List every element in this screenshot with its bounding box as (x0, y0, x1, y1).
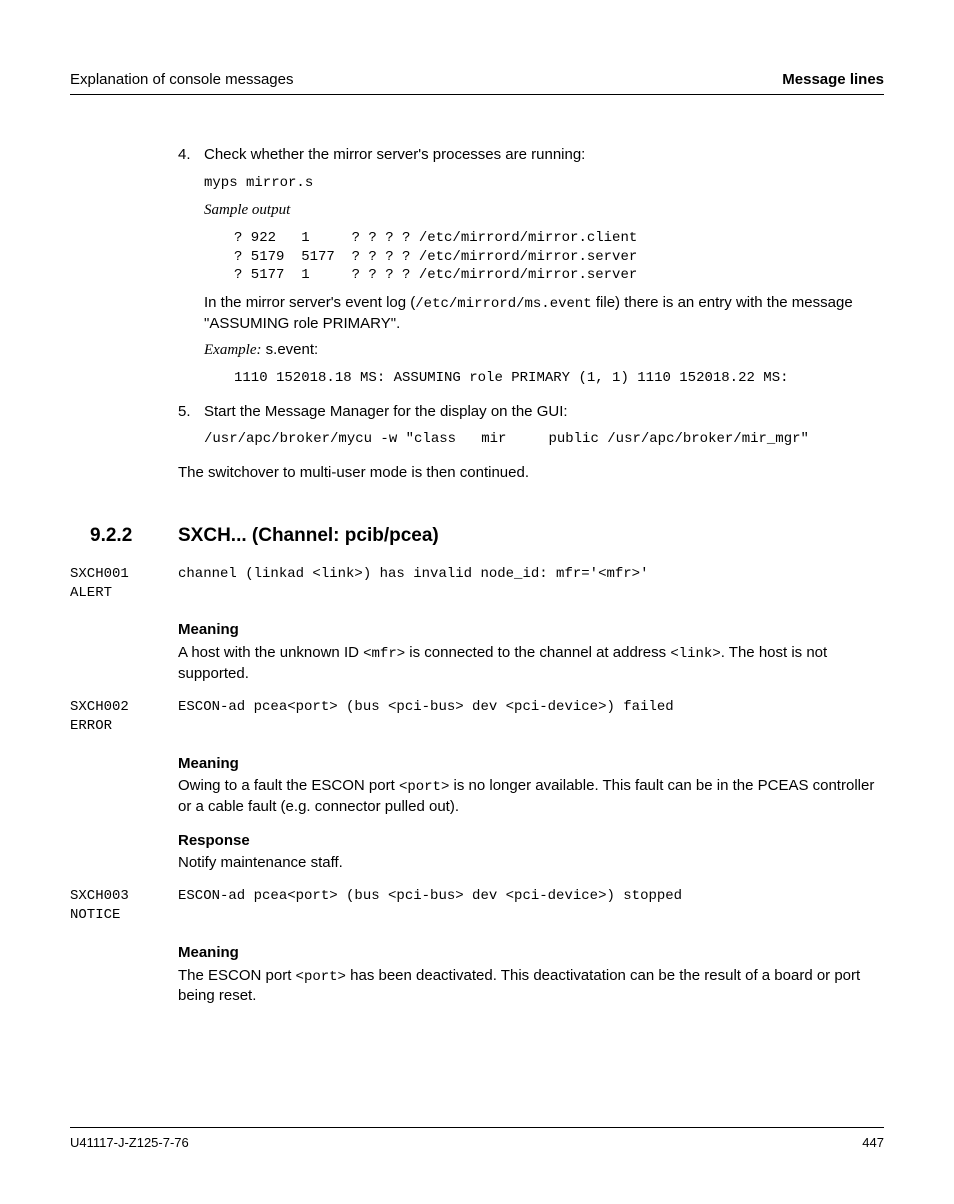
step-4-num: 4. (178, 145, 204, 395)
footer-left: U41117-J-Z125-7-76 (70, 1134, 189, 1152)
step-4-body: Check whether the mirror server's proces… (204, 145, 884, 395)
step-4-cmd: myps mirror.s (204, 174, 884, 193)
sxch001-meaning-text: A host with the unknown ID <mfr> is conn… (178, 643, 884, 684)
sxch001-code: SXCH001 (70, 565, 178, 584)
sxch002-meaning-text: Owing to a fault the ESCON port <port> i… (178, 776, 884, 817)
sxch002-meaning: Meaning Owing to a fault the ESCON port … (178, 754, 884, 874)
step-4: 4. Check whether the mirror server's pro… (178, 145, 884, 395)
eventlog-pre: In the mirror server's event log ( (204, 294, 415, 311)
header-right: Message lines (782, 70, 884, 90)
example-output: 1110 152018.18 MS: ASSUMING role PRIMARY… (234, 369, 884, 388)
sxch003-meaning: Meaning The ESCON port <port> has been d… (178, 943, 884, 1006)
eventlog-path: /etc/mirrord/ms.event (415, 296, 591, 312)
sxch003-m-pre: The ESCON port (178, 967, 296, 984)
sxch001-m-mid: is connected to the channel at address (405, 644, 670, 661)
sxch002-msg: ESCON-ad pcea<port> (bus <pci-bus> dev <… (178, 698, 884, 736)
sxch003-meaning-title: Meaning (178, 943, 884, 963)
step-5: 5. Start the Message Manager for the dis… (178, 402, 884, 457)
sxch003-code: SXCH003 (70, 887, 178, 906)
sample-output: ? 922 1 ? ? ? ? /etc/mirrord/mirror.clie… (234, 229, 884, 286)
sxch002-code: SXCH002 (70, 698, 178, 717)
footer-right: 447 (862, 1134, 884, 1152)
sxch002-m-port: <port> (399, 779, 449, 795)
sxch001-m-pre: A host with the unknown ID (178, 644, 363, 661)
sxch003-msg: ESCON-ad pcea<port> (bus <pci-bus> dev <… (178, 887, 884, 925)
sample-output-label: Sample output (204, 200, 884, 220)
sxch002-left: SXCH002 ERROR (70, 698, 178, 736)
page-header: Explanation of console messages Message … (70, 70, 884, 95)
sxch001-left: SXCH001 ALERT (70, 565, 178, 603)
section-num: 9.2.2 (70, 523, 178, 549)
sxch001-level: ALERT (70, 584, 178, 603)
sxch002-meaning-title: Meaning (178, 754, 884, 774)
sxch003-left: SXCH003 NOTICE (70, 887, 178, 925)
step-5-num: 5. (178, 402, 204, 457)
sxch001-m-link: <link> (670, 646, 720, 662)
sxch003-meaning-text: The ESCON port <port> has been deactivat… (178, 966, 884, 1007)
example-suffix: s.event: (261, 341, 318, 358)
sxch002-row: SXCH002 ERROR ESCON-ad pcea<port> (bus <… (70, 698, 884, 736)
section-title: SXCH... (Channel: pcib/pcea) (178, 523, 439, 549)
eventlog-para: In the mirror server's event log (/etc/m… (204, 293, 884, 334)
sxch002-response-text: Notify maintenance staff. (178, 853, 884, 873)
step-5-body: Start the Message Manager for the displa… (204, 402, 884, 457)
page-footer: U41117-J-Z125-7-76 447 (70, 1127, 884, 1152)
step-5-text: Start the Message Manager for the displa… (204, 402, 884, 422)
step-4-text: Check whether the mirror server's proces… (204, 145, 884, 165)
section-heading: 9.2.2 SXCH... (Channel: pcib/pcea) (70, 523, 884, 549)
sxch002-response-title: Response (178, 831, 884, 851)
sxch001-msg: channel (linkad <link>) has invalid node… (178, 565, 884, 603)
example-label: Example: (204, 342, 261, 358)
main-content: 4. Check whether the mirror server's pro… (178, 145, 884, 456)
step-5-cmd: /usr/apc/broker/mycu -w "class mir publi… (204, 430, 884, 449)
switchover-para: The switchover to multi-user mode is the… (178, 463, 884, 483)
sxch001-row: SXCH001 ALERT channel (linkad <link>) ha… (70, 565, 884, 603)
header-left: Explanation of console messages (70, 70, 293, 90)
example-line: Example: s.event: (204, 340, 884, 360)
sxch002-m-pre: Owing to a fault the ESCON port (178, 777, 399, 794)
sxch003-level: NOTICE (70, 906, 178, 925)
sxch002-level: ERROR (70, 717, 178, 736)
sxch003-m-port: <port> (296, 969, 346, 985)
sxch001-meaning: Meaning A host with the unknown ID <mfr>… (178, 620, 884, 683)
sxch001-meaning-title: Meaning (178, 620, 884, 640)
sxch003-row: SXCH003 NOTICE ESCON-ad pcea<port> (bus … (70, 887, 884, 925)
sxch001-m-mfr: <mfr> (363, 646, 405, 662)
